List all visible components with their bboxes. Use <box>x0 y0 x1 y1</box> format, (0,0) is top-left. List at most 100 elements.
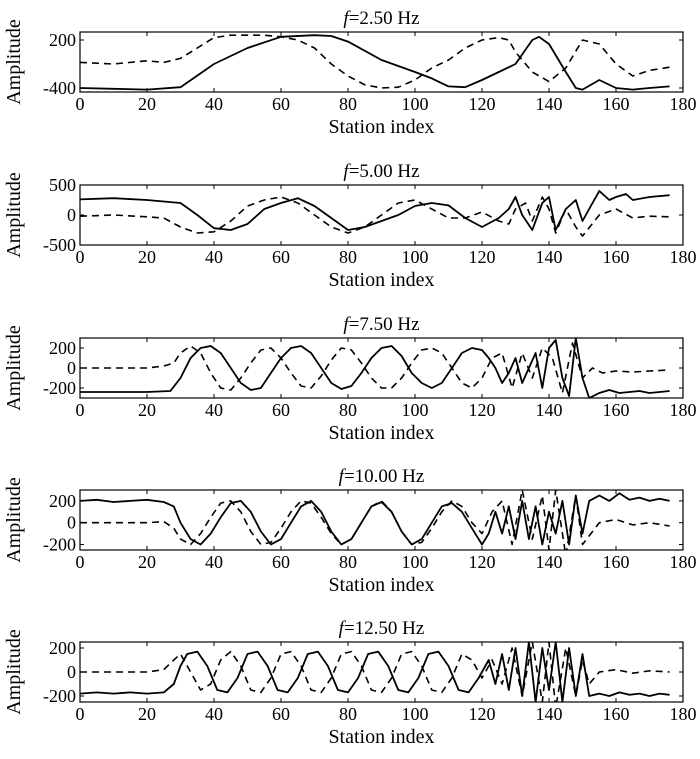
series-line-dashed <box>80 34 670 89</box>
series-line-dashed <box>80 490 670 550</box>
x-tick-label: 140 <box>536 247 563 267</box>
x-tick-label: 40 <box>205 400 223 420</box>
x-tick-label: 20 <box>138 400 156 420</box>
x-tick-label: 0 <box>76 552 85 572</box>
x-axis-label: Station index <box>328 422 434 444</box>
x-tick-label: 0 <box>76 94 85 114</box>
x-tick-label: 160 <box>603 247 630 267</box>
x-tick-label: 60 <box>272 400 290 420</box>
x-tick-label: 160 <box>603 400 630 420</box>
x-tick-label: 140 <box>536 400 563 420</box>
x-tick-label: 160 <box>603 552 630 572</box>
x-tick-label: 80 <box>339 704 357 724</box>
x-tick-label: 100 <box>402 94 429 114</box>
y-tick-label: 200 <box>49 30 76 50</box>
x-tick-label: 100 <box>402 552 429 572</box>
series-group <box>80 190 670 237</box>
x-tick-label: 80 <box>339 400 357 420</box>
x-tick-label: 120 <box>469 247 496 267</box>
x-tick-label: 180 <box>670 400 697 420</box>
x-tick-label: 140 <box>536 94 563 114</box>
panel-title: f=10.00 Hz <box>339 466 425 487</box>
chart-panel-2: f=5.00 Hz0 20 40 60 80 100 120 140 160 180-500050… <box>3 161 697 291</box>
y-tick-label: -200 <box>43 686 76 706</box>
x-tick-label: 0 <box>76 704 85 724</box>
y-tick-label: 0 <box>67 358 76 378</box>
panel-title-value: =12.50 Hz <box>344 618 424 639</box>
x-axis-label: Station index <box>328 726 434 748</box>
x-tick-label: 120 <box>469 94 496 114</box>
series-group <box>80 642 670 702</box>
series-line-dashed <box>80 196 670 237</box>
x-tick-label: 180 <box>670 552 697 572</box>
y-axis-label: Amplitude <box>3 19 25 105</box>
panel-title-value: =10.00 Hz <box>344 466 424 487</box>
panel-title-symbol: f <box>343 8 351 29</box>
x-tick-label: 120 <box>469 704 496 724</box>
plot-frame <box>79 489 684 551</box>
panel-title: f=12.50 Hz <box>339 618 425 639</box>
series-line-solid <box>80 338 670 398</box>
y-axis-label: Amplitude <box>3 325 25 411</box>
x-axis-label: Station index <box>328 116 434 138</box>
panel-title: f=5.00 Hz <box>343 161 419 182</box>
y-tick-label: 200 <box>49 338 76 358</box>
series-line-dashed <box>80 642 670 702</box>
chart-panel-5: f=12.50 Hz0 20 40 60 80 100 120 140 160 180-20002… <box>3 618 697 748</box>
chart-panel-1: f=2.50 Hz 0 20 40 60 80 100 120 140 160 180 -400 200… <box>3 8 697 138</box>
x-tick-label: 80 <box>339 552 357 572</box>
x-tick-label: 20 <box>138 552 156 572</box>
x-tick-label: 20 <box>138 704 156 724</box>
x-tick-label: 120 <box>469 400 496 420</box>
x-tick-label: 60 <box>272 704 290 724</box>
panel-title-symbol: f <box>339 466 347 487</box>
x-tick-label: 80 <box>339 94 357 114</box>
x-tick-label: 60 <box>272 94 290 114</box>
x-tick-label: 100 <box>402 704 429 724</box>
panel-title-value: =7.50 Hz <box>349 314 420 335</box>
y-axis-label: Amplitude <box>3 172 25 258</box>
x-tick-label: 40 <box>205 552 223 572</box>
x-tick-label: 180 <box>670 247 697 267</box>
series-line-dashed <box>80 342 670 394</box>
x-tick-label: 180 <box>670 704 697 724</box>
x-tick-label: 0 <box>76 247 85 267</box>
y-tick-label: 200 <box>49 491 76 511</box>
y-tick-label: -200 <box>43 535 76 555</box>
series-line-solid <box>80 642 670 702</box>
x-tick-label: 140 <box>536 552 563 572</box>
series-group <box>80 34 670 91</box>
series-group <box>80 490 670 550</box>
x-tick-label: 0 <box>76 400 85 420</box>
x-tick-label: 100 <box>402 247 429 267</box>
y-tick-label: 0 <box>67 205 76 225</box>
x-tick-label: 20 <box>138 94 156 114</box>
y-axis-label: Amplitude <box>3 629 25 715</box>
plot-frame <box>79 31 684 93</box>
chart-panel-4: f=10.00 Hz0 20 40 60 80 100 120 140 160 180-20002… <box>3 466 697 596</box>
series-line-solid <box>80 190 670 231</box>
chart-panel-3: f=7.50 Hz0 20 40 60 80 100 120 140 160 180-200020… <box>3 314 697 444</box>
panel-title: f=2.50 Hz <box>343 8 419 29</box>
x-tick-label: 80 <box>339 247 357 267</box>
series-group <box>80 338 670 398</box>
x-axis-label: Station index <box>328 269 434 291</box>
x-tick-label: 40 <box>205 247 223 267</box>
x-tick-label: 60 <box>272 247 290 267</box>
y-tick-label: 0 <box>67 513 76 533</box>
panel-title-symbol: f <box>343 314 351 335</box>
x-tick-label: 120 <box>469 552 496 572</box>
panel-title-value: =5.00 Hz <box>349 161 420 182</box>
x-tick-label: 140 <box>536 704 563 724</box>
panel-title-symbol: f <box>339 618 347 639</box>
x-tick-label: 160 <box>603 94 630 114</box>
x-tick-label: 180 <box>670 94 697 114</box>
panel-title-symbol: f <box>343 161 351 182</box>
y-tick-label: -400 <box>43 78 76 98</box>
x-tick-label: 40 <box>205 704 223 724</box>
x-tick-label: 60 <box>272 552 290 572</box>
y-tick-label: -200 <box>43 378 76 398</box>
y-tick-label: 500 <box>49 175 76 195</box>
y-tick-label: 200 <box>49 638 76 658</box>
x-tick-label: 20 <box>138 247 156 267</box>
